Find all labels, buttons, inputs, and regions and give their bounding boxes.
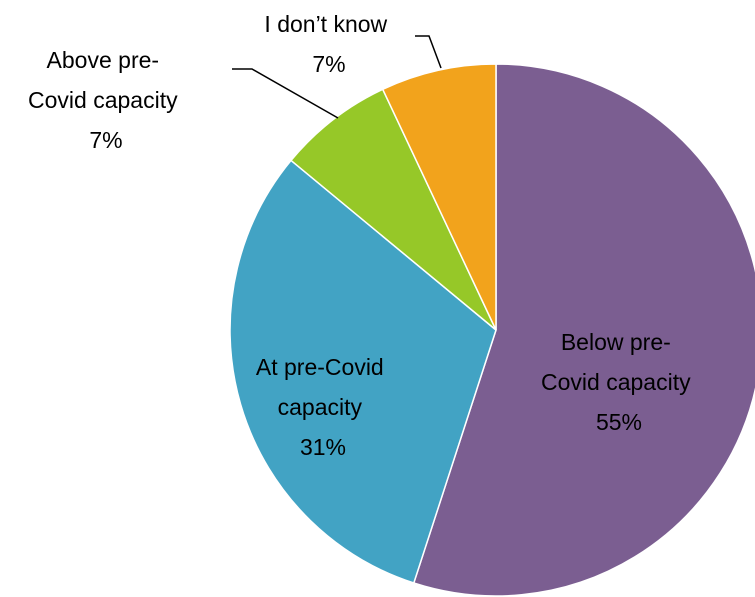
pie-slice-i-don-t-know xyxy=(381,63,497,331)
slice-label-i-dont-know: I don’t know 7% xyxy=(264,11,393,77)
leader-line-above-pre-covid xyxy=(232,68,339,119)
leader-line-i-dont-know xyxy=(415,35,442,69)
slice-label-at-pre-covid: At pre-Covid capacity 31% xyxy=(256,354,390,460)
pie-slice-above-pre-covid-capacity xyxy=(289,88,497,331)
slice-label-above-pre-covid: Above pre- Covid capacity 7% xyxy=(28,47,184,153)
leader-lines xyxy=(232,35,442,119)
pie-slices xyxy=(229,63,755,597)
pie-slice-below-pre-covid-capacity xyxy=(412,63,755,597)
slice-label-below-pre-covid: Below pre- Covid capacity 55% xyxy=(541,329,697,435)
pie-slice-at-pre-covid-capacity xyxy=(229,159,497,584)
